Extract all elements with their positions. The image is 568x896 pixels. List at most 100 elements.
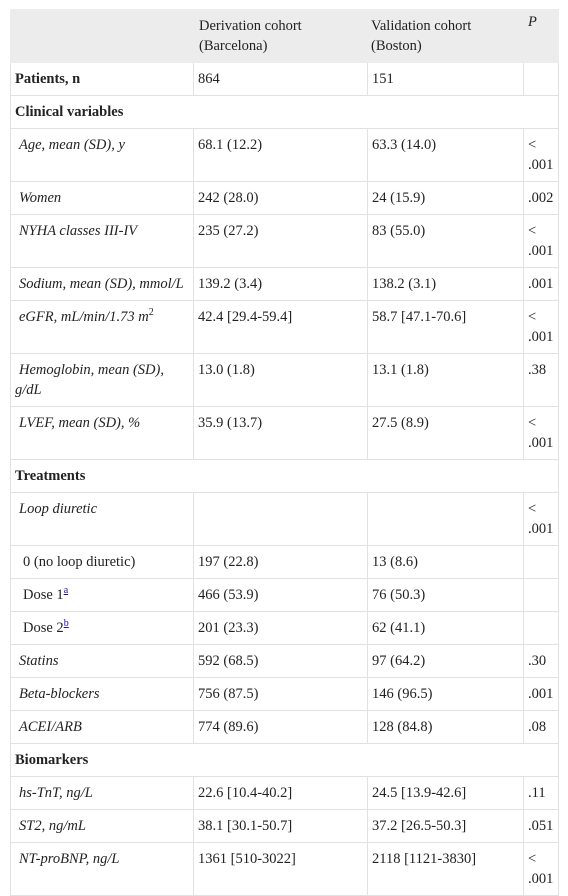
row-label: Dose 2 <box>23 620 64 636</box>
value-cell: .001 <box>523 267 559 301</box>
row-label-cell: Women <box>10 181 194 215</box>
row-label-cell: Treatments <box>10 459 559 493</box>
table-head: Derivation cohort (Barcelona) Validation… <box>10 9 559 63</box>
row-label-cell: Dose 2b <box>10 611 194 645</box>
row-label: Statins <box>19 653 59 669</box>
row-label: ACEI/ARB <box>19 719 82 735</box>
row-label: ST2, ng/mL <box>19 818 86 834</box>
value-cell: .002 <box>523 181 559 215</box>
row-label: Patients, n <box>15 71 81 87</box>
row: 0 (no loop diuretic) 197 (22.8) 13 (8.6) <box>10 545 559 579</box>
row-label: Clinical variables <box>15 104 124 120</box>
value-cell: 62 (41.1) <box>367 611 524 645</box>
footnote-link[interactable]: a <box>63 585 69 597</box>
row: Beta-blockers 756 (87.5) 146 (96.5) .001 <box>10 677 559 711</box>
value-cell: 151 <box>367 62 524 96</box>
row-label: NT-proBNP, ng/L <box>19 851 120 867</box>
row: Dose 2b 201 (23.3) 62 (41.1) <box>10 611 559 645</box>
value-cell: 201 (23.3) <box>193 611 368 645</box>
row-label: eGFR, mL/min/1.73 m <box>19 309 149 325</box>
row: NT-proBNP, ng/L 1361 [510-3022] 2118 [1121… <box>10 842 559 896</box>
value-cell: 42.4 [29.4-59.4] <box>193 300 368 354</box>
row-label-cell: Hemoglobin, mean (SD), g/dL <box>10 353 194 407</box>
value-cell: 97 (64.2) <box>367 644 524 678</box>
superscript: 2 <box>148 307 154 319</box>
row: LVEF, mean (SD), % 35.9 (13.7) 27.5 (8.9) <… <box>10 406 559 460</box>
row-label: Biomarkers <box>15 752 89 768</box>
value-cell <box>523 611 559 645</box>
value-cell: 139.2 (3.4) <box>193 267 368 301</box>
row: NYHA classes III-IV 235 (27.2) 83 (55.0) < … <box>10 214 559 268</box>
value-cell: 35.9 (13.7) <box>193 406 368 460</box>
row-label-cell: Age, mean (SD), y <box>10 128 194 182</box>
row-label: Beta-blockers <box>19 686 100 702</box>
row-label-cell: NT-proBNP, ng/L <box>10 842 194 896</box>
row-label-cell: Beta-blockers <box>10 677 194 711</box>
value-cell: 13.1 (1.8) <box>367 353 524 407</box>
row: Treatments <box>10 459 559 493</box>
value-cell: 76 (50.3) <box>367 578 524 612</box>
value-cell: 138.2 (3.1) <box>367 267 524 301</box>
value-cell: 58.7 [47.1-70.6] <box>367 300 524 354</box>
row-label: hs-TnT, ng/L <box>19 785 93 801</box>
row-label: Hemoglobin, mean (SD), g/dL <box>15 362 164 398</box>
row-label-cell: Dose 1a <box>10 578 194 612</box>
row-label-cell: Statins <box>10 644 194 678</box>
value-cell: 466 (53.9) <box>193 578 368 612</box>
row: Loop diuretic < .001 <box>10 492 559 546</box>
row-label: Treatments <box>15 468 86 484</box>
value-cell: < .001 <box>523 300 559 354</box>
row-label: Age, mean (SD), y <box>19 137 125 153</box>
table: Derivation cohort (Barcelona) Validation… <box>10 9 559 896</box>
row: Women 242 (28.0) 24 (15.9) .002 <box>10 181 559 215</box>
value-cell <box>523 545 559 579</box>
table-body: Patients, n 864 151 Clinical variables Age, … <box>10 62 559 896</box>
value-cell: 128 (84.8) <box>367 710 524 744</box>
value-cell: 24 (15.9) <box>367 181 524 215</box>
value-cell: 774 (89.6) <box>193 710 368 744</box>
row: Sodium, mean (SD), mmol/L 139.2 (3.4) 138.… <box>10 267 559 301</box>
value-cell: 2118 [1121-3830] <box>367 842 524 896</box>
value-cell: < .001 <box>523 842 559 896</box>
row-label: NYHA classes III-IV <box>19 223 138 239</box>
header-cell: Validation cohort (Boston) <box>367 9 524 63</box>
value-cell <box>367 492 524 546</box>
value-cell: 242 (28.0) <box>193 181 368 215</box>
value-cell: 38.1 [30.1-50.7] <box>193 809 368 843</box>
value-cell: .001 <box>523 677 559 711</box>
value-cell: 83 (55.0) <box>367 214 524 268</box>
row: Clinical variables <box>10 95 559 129</box>
row-label-cell: hs-TnT, ng/L <box>10 776 194 810</box>
row-label: Women <box>19 190 62 206</box>
value-cell <box>523 578 559 612</box>
page: Derivation cohort (Barcelona) Validation… <box>10 9 559 896</box>
value-cell: 13.0 (1.8) <box>193 353 368 407</box>
header-cell <box>10 9 194 63</box>
row-label-cell: Sodium, mean (SD), mmol/L <box>10 267 194 301</box>
value-cell: .08 <box>523 710 559 744</box>
value-cell: 197 (22.8) <box>193 545 368 579</box>
value-cell: < .001 <box>523 128 559 182</box>
row-label-cell: Patients, n <box>10 62 194 96</box>
value-cell: 756 (87.5) <box>193 677 368 711</box>
header-cell: Derivation cohort (Barcelona) <box>193 9 368 63</box>
row-label: Sodium, mean (SD), mmol/L <box>19 276 184 292</box>
footnote-ref: b <box>64 618 69 629</box>
footnote-ref: a <box>64 585 68 596</box>
value-cell: 146 (96.5) <box>367 677 524 711</box>
row: Statins 592 (68.5) 97 (64.2) .30 <box>10 644 559 678</box>
row-label-cell: ST2, ng/mL <box>10 809 194 843</box>
row-label-cell: LVEF, mean (SD), % <box>10 406 194 460</box>
value-cell <box>523 62 559 96</box>
row-label-cell: Loop diuretic <box>10 492 194 546</box>
row-label: LVEF, mean (SD), % <box>19 415 141 431</box>
value-cell: < .001 <box>523 492 559 546</box>
footnote-link[interactable]: b <box>63 618 69 630</box>
row: eGFR, mL/min/1.73 m2 42.4 [29.4-59.4] 58.7… <box>10 300 559 354</box>
row-label-cell: NYHA classes III-IV <box>10 214 194 268</box>
value-cell: 24.5 [13.9-42.6] <box>367 776 524 810</box>
row: Age, mean (SD), y 68.1 (12.2) 63.3 (14.0) <… <box>10 128 559 182</box>
value-cell: 864 <box>193 62 368 96</box>
value-cell: .11 <box>523 776 559 810</box>
row-label: Dose 1 <box>23 587 64 603</box>
